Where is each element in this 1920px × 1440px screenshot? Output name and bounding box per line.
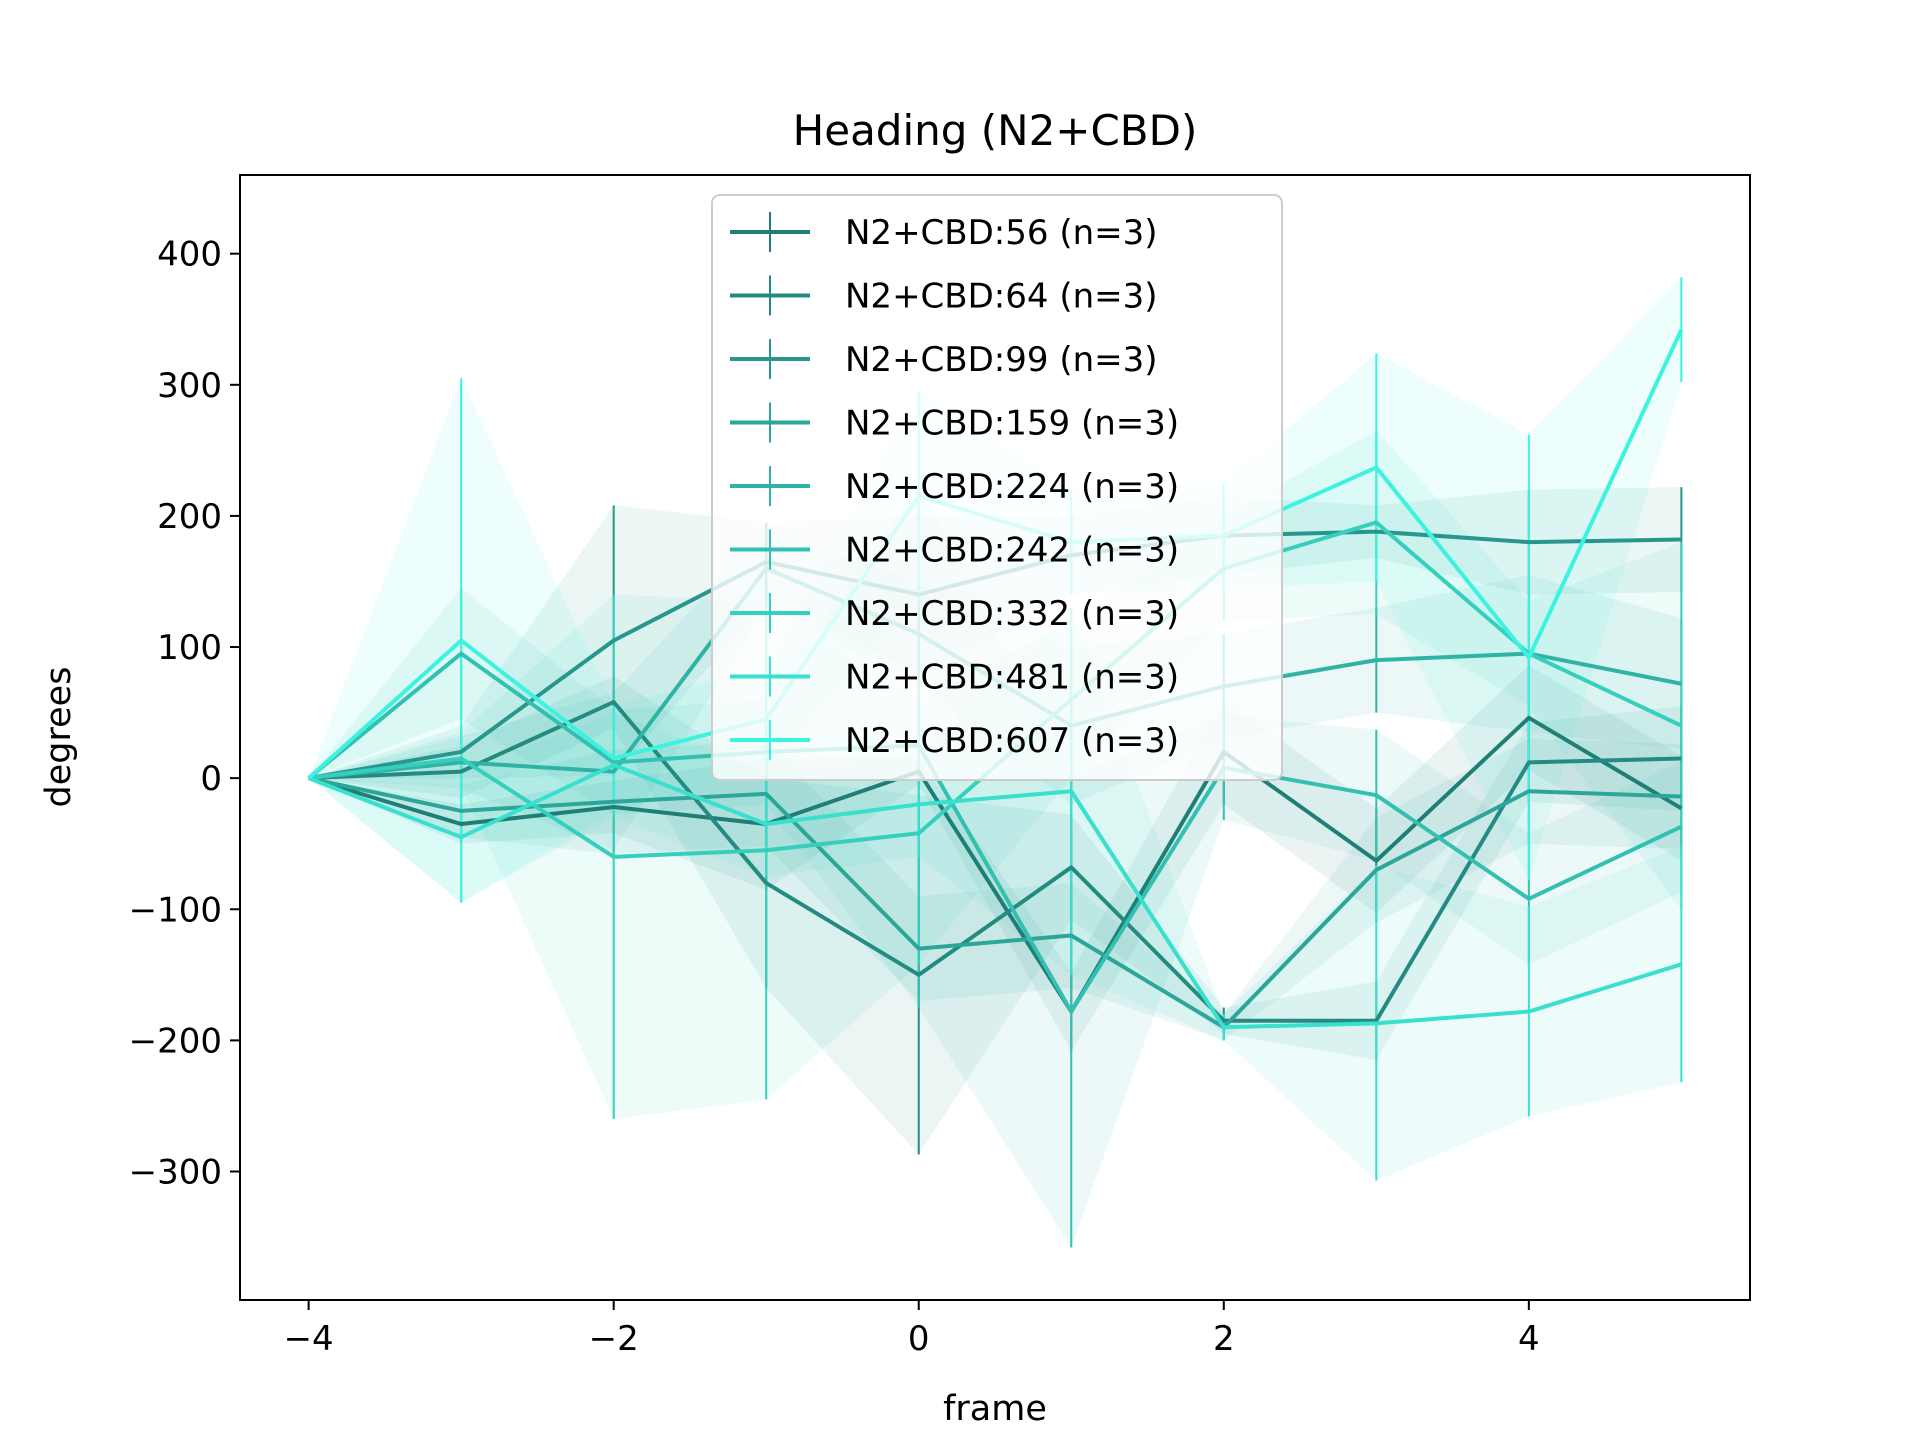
legend-label: N2+CBD:224 (n=3): [845, 467, 1179, 507]
x-tick-label: 2: [1213, 1319, 1235, 1359]
x-axis-ticks: −4 −2 0 2 4: [284, 1300, 1540, 1359]
x-tick-label: 4: [1518, 1319, 1540, 1359]
legend-entry: N2+CBD:242 (n=3): [730, 529, 1179, 571]
y-tick-label: −100: [129, 890, 222, 930]
legend-entry: N2+CBD:64 (n=3): [730, 275, 1158, 317]
y-tick-label: 300: [157, 366, 222, 406]
legend-label: N2+CBD:99 (n=3): [845, 340, 1158, 380]
legend-entry: N2+CBD:99 (n=3): [730, 339, 1158, 380]
y-tick-label: −300: [129, 1153, 222, 1193]
legend-entry: N2+CBD:159 (n=3): [730, 402, 1179, 444]
legend-entry: N2+CBD:224 (n=3): [730, 466, 1179, 507]
legend-label: N2+CBD:64 (n=3): [845, 277, 1158, 317]
legend-label: N2+CBD:159 (n=3): [845, 404, 1179, 444]
y-axis-label: degrees: [39, 667, 79, 808]
y-tick-label: −200: [129, 1021, 222, 1061]
y-tick-label: 0: [200, 759, 222, 799]
legend-label: N2+CBD:607 (n=3): [845, 721, 1179, 761]
legend-entry: N2+CBD:607 (n=3): [730, 720, 1179, 761]
plot-area: [239, 174, 1751, 1301]
legend-label: N2+CBD:332 (n=3): [845, 594, 1179, 634]
band-series-2: [308, 675, 1682, 1155]
x-tick-label: −2: [589, 1319, 639, 1359]
band-series-6: [308, 483, 1682, 1248]
legend-entry: N2+CBD:481 (n=3): [730, 656, 1179, 698]
line-series-2: [308, 700, 1682, 1023]
line-series-1: [308, 715, 1683, 1014]
y-tick-label: 100: [157, 628, 222, 668]
legend-box: [711, 194, 1283, 781]
legend-label: N2+CBD:56 (n=3): [845, 213, 1158, 253]
band-series-1: [308, 665, 1682, 1051]
line-series-8: [307, 763, 1682, 1030]
y-axis-ticks: −300 −200 −100 0 100 200 300 400: [129, 235, 240, 1193]
y-tick-label: 200: [157, 497, 222, 537]
y-tick-label: 400: [157, 235, 222, 275]
legend-entry: N2+CBD:332 (n=3): [730, 593, 1179, 634]
x-tick-label: 0: [908, 1319, 930, 1359]
x-tick-label: −4: [284, 1319, 334, 1359]
line-series-6: [307, 651, 1683, 1014]
legend-label: N2+CBD:481 (n=3): [845, 658, 1179, 698]
legend-entry: N2+CBD:56 (n=3): [730, 212, 1158, 253]
legend: N2+CBD:56 (n=3) N2+CBD:64 (n=3) N2+CBD:99 …: [711, 194, 1283, 781]
chart-title: Heading (N2+CBD): [793, 106, 1198, 155]
x-axis-label: frame: [943, 1389, 1047, 1429]
legend-label: N2+CBD:242 (n=3): [845, 531, 1179, 571]
